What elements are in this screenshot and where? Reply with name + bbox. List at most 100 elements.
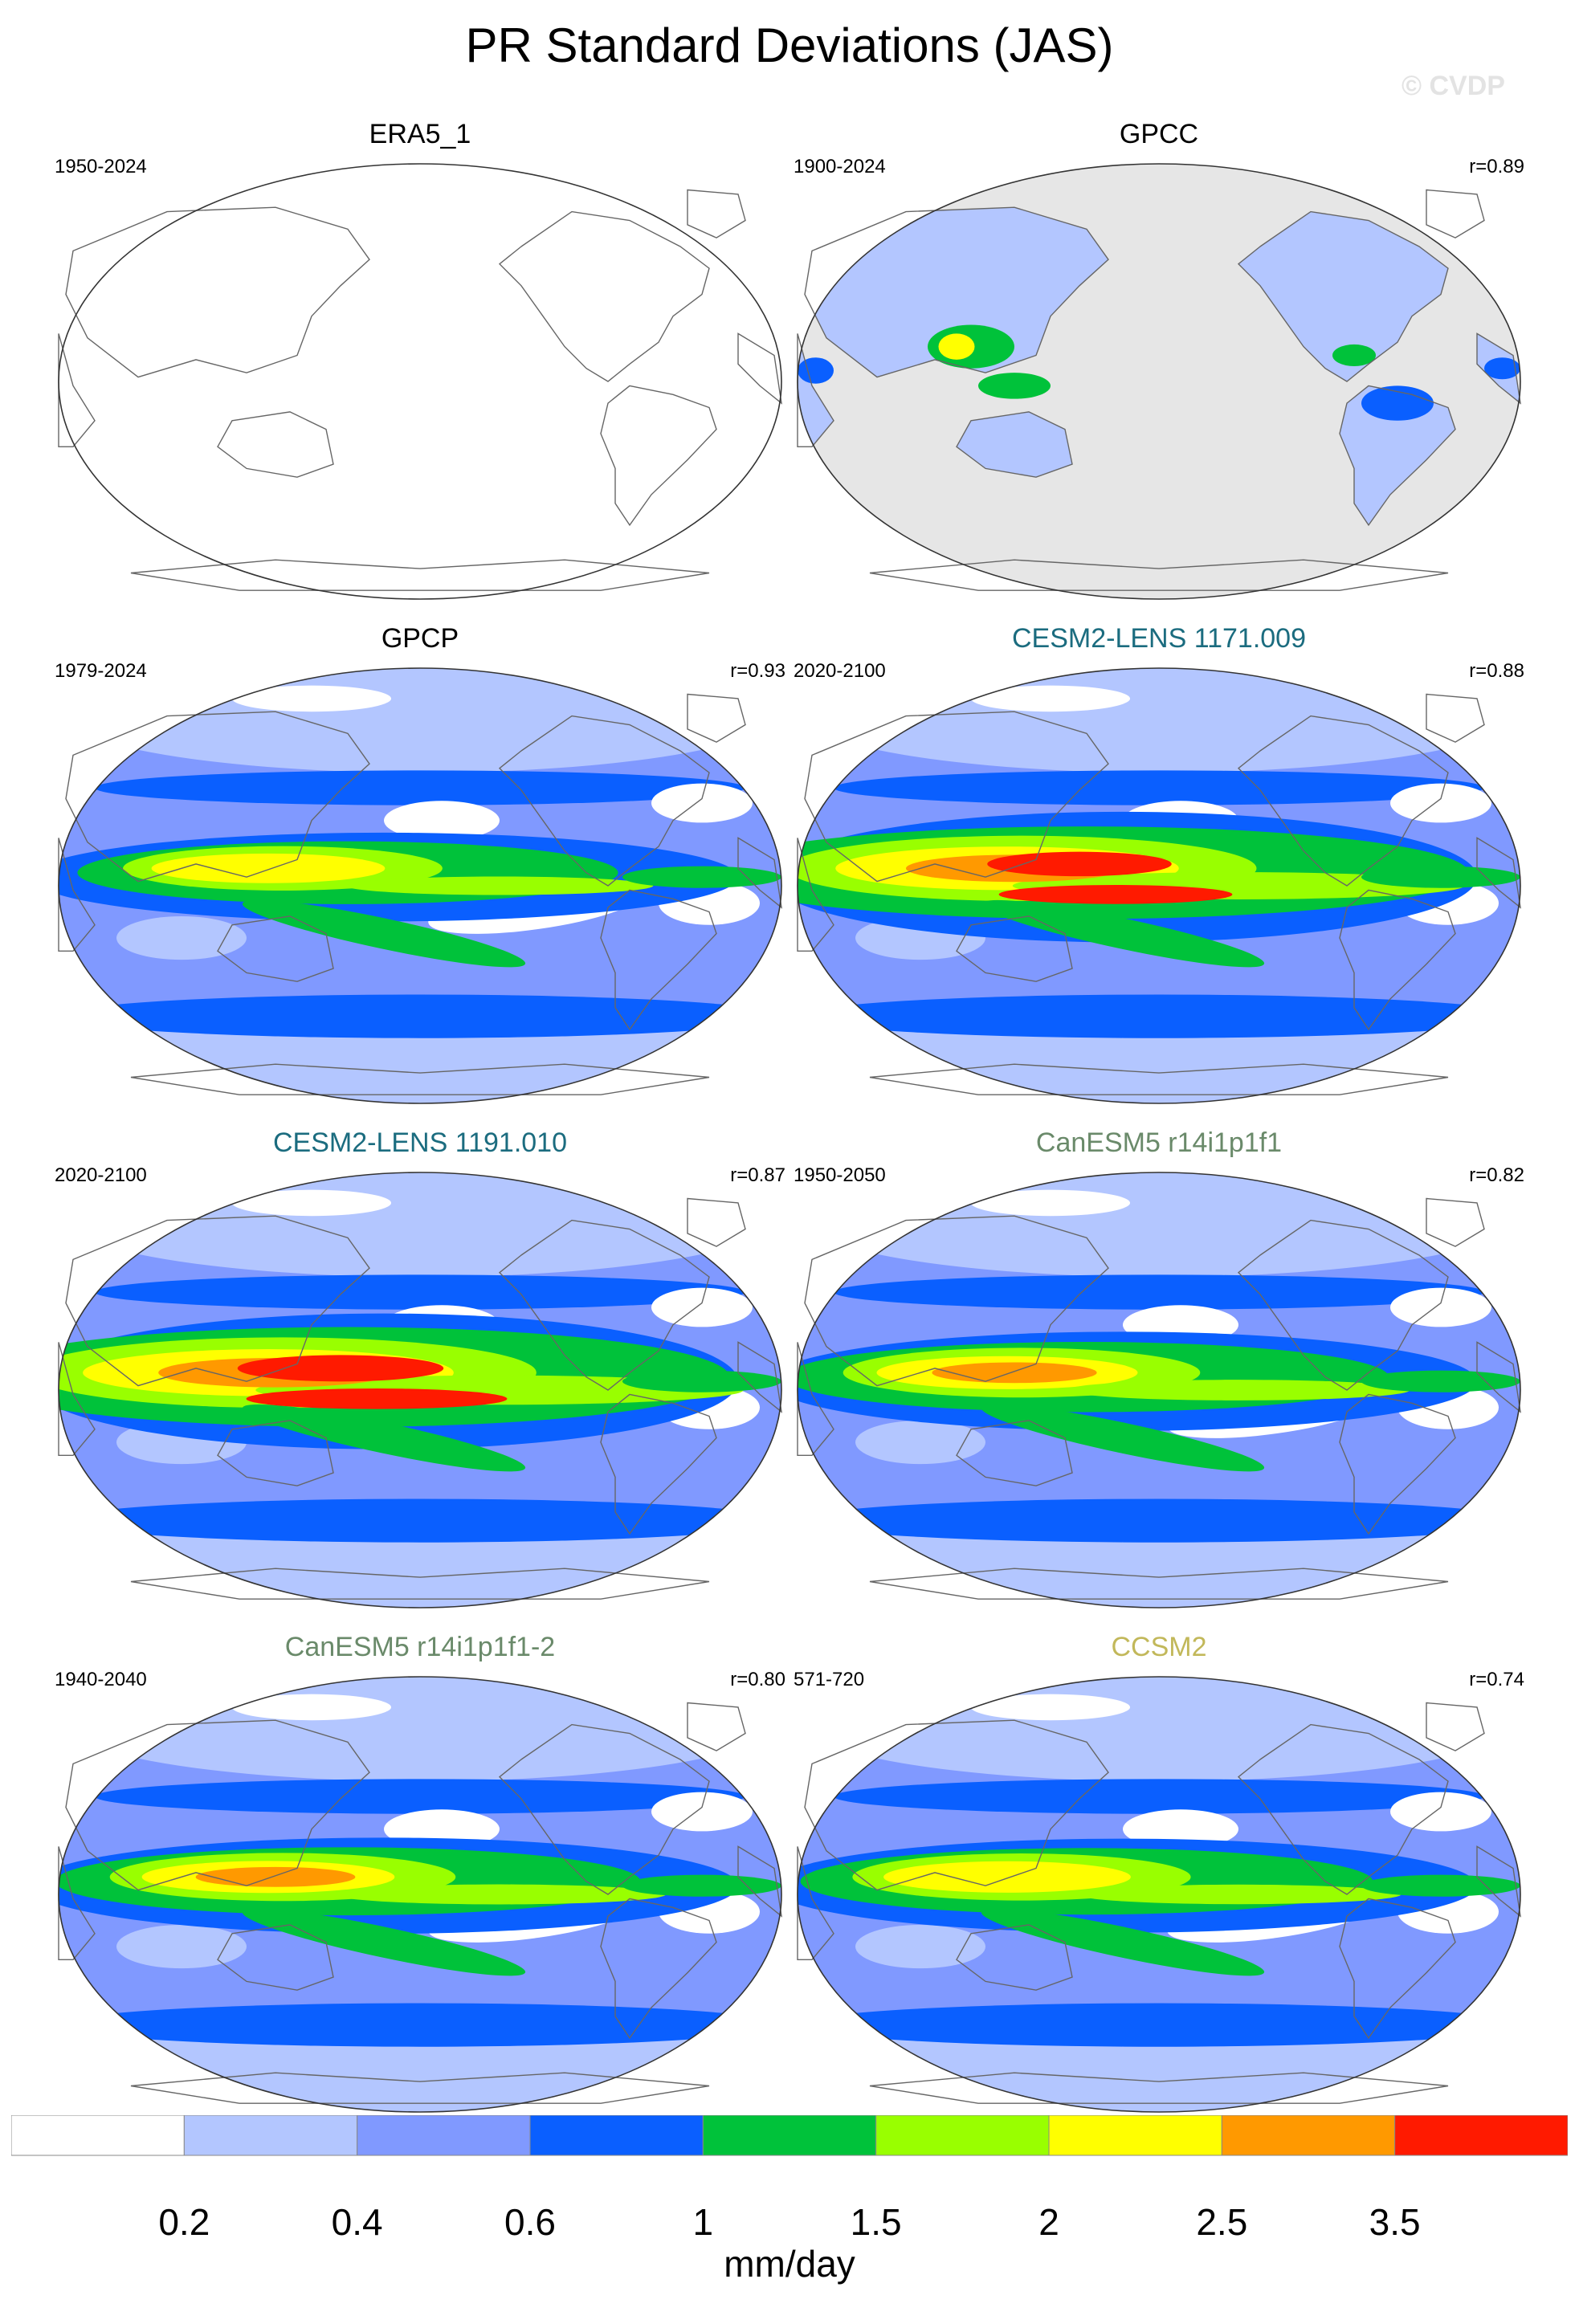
colorbar-tick-label: 2.5 xyxy=(1196,2201,1248,2243)
core-red-2 xyxy=(246,1388,508,1409)
core-red-1 xyxy=(987,851,1172,877)
world-map xyxy=(58,1172,782,1608)
coastline-africa-west xyxy=(58,333,96,447)
northern-storm-band xyxy=(95,770,745,805)
coastline-eurasia xyxy=(65,206,370,378)
map-panel: ERA5_1 1950-2024 xyxy=(55,119,785,600)
coastline-africa-east xyxy=(1476,1845,1521,1918)
map-panel: CanESM5 r14i1p1f1 1950-2050 r=0.82 xyxy=(794,1127,1524,1608)
coastline-africa-west xyxy=(58,838,96,952)
colorbar-box xyxy=(1048,2115,1222,2156)
indian-ocean-dry xyxy=(116,1924,247,1969)
coastline-greenland xyxy=(1426,189,1485,239)
north-atlantic-dry xyxy=(651,783,753,823)
coastline-australia xyxy=(956,1924,1073,1991)
panel-years: 1900-2024 xyxy=(794,156,886,177)
coastline-greenland xyxy=(687,693,746,743)
north-atlantic-dry xyxy=(1390,1287,1491,1327)
map-panel: GPCC 1900-2024 r=0.89 xyxy=(794,119,1524,600)
panel-years: 1950-2024 xyxy=(55,156,147,177)
coastline-africa-east xyxy=(1476,837,1521,909)
land-north-america xyxy=(1238,211,1448,381)
north-atlantic-dry xyxy=(651,1792,753,1832)
map-border xyxy=(58,163,782,600)
northern-band xyxy=(59,1172,781,1278)
coastline-eurasia xyxy=(804,1215,1109,1387)
southern-deep-band xyxy=(59,1498,781,1543)
coastline-eurasia xyxy=(804,711,1109,883)
east-pacific-itcz xyxy=(1075,1884,1402,1905)
panel-title: GPCC xyxy=(1119,119,1199,149)
coastline-africa-east xyxy=(737,1341,782,1413)
coastline-africa-west xyxy=(58,1342,96,1456)
panel-title: CanESM5 r14i1p1f1 xyxy=(1035,1127,1283,1158)
coastline-australia xyxy=(217,1420,334,1486)
nh-polar-dry xyxy=(971,1694,1130,1721)
coastline-eurasia xyxy=(65,1215,370,1387)
spcz-green xyxy=(242,1404,526,1472)
panel-title: GPCP xyxy=(381,623,459,654)
nh-polar-dry xyxy=(232,1694,391,1721)
southern-deep-band xyxy=(798,1498,1520,1543)
colorbar-box xyxy=(529,2115,704,2156)
southern-deep-band xyxy=(59,2003,781,2047)
panel-correlation: r=0.82 xyxy=(1469,1164,1524,1186)
coastlines xyxy=(797,189,1521,591)
map-border xyxy=(797,1172,1521,1608)
colorbar-box xyxy=(875,2115,1050,2156)
north-atlantic-dry xyxy=(651,1287,753,1327)
watermark: © CVDP xyxy=(1402,71,1505,101)
colorbar-units: mm/day xyxy=(724,2243,855,2285)
atlantic-itcz xyxy=(1361,1874,1520,1897)
colorbar-box xyxy=(1394,2115,1568,2156)
panel-correlation: r=0.89 xyxy=(1469,156,1524,177)
east-pacific-itcz xyxy=(345,876,654,895)
coastline-africa-east xyxy=(1476,1341,1521,1413)
coastline-eurasia xyxy=(65,1719,370,1891)
coastline-antarctica xyxy=(130,1063,710,1095)
coastline-australia xyxy=(956,915,1073,982)
panel-correlation: r=0.88 xyxy=(1469,660,1524,682)
atlantic-itcz xyxy=(1361,866,1520,888)
colorbar-tick-label: 0.6 xyxy=(504,2201,556,2243)
colorbar-box xyxy=(702,2115,877,2156)
colorbar xyxy=(11,2115,1568,2156)
coastline-eurasia xyxy=(65,711,370,883)
coastline-south-america xyxy=(600,1898,717,2040)
northern-storm-band xyxy=(95,1274,745,1310)
map-border xyxy=(58,667,782,1104)
atlantic-itcz xyxy=(622,1370,781,1392)
map-fill xyxy=(798,1172,1520,1608)
ne-pacific-dry xyxy=(384,801,500,841)
map-panel: GPCP 1979-2024 r=0.93 xyxy=(55,623,785,1104)
north-atlantic-dry xyxy=(1390,1792,1491,1832)
coastline-south-america xyxy=(600,385,717,527)
world-map xyxy=(797,1676,1521,2113)
land-eurasia xyxy=(805,207,1108,377)
map-border xyxy=(797,1676,1521,2113)
colorbar-box xyxy=(1221,2115,1396,2156)
coastline-antarctica xyxy=(869,559,1449,591)
coastlines xyxy=(797,1197,1521,1600)
colorbar-box xyxy=(183,2115,358,2156)
map-border xyxy=(58,1172,782,1608)
colorbar-tick-label: 0.2 xyxy=(158,2201,210,2243)
colorbar-tick-label: 1.5 xyxy=(850,2201,902,2243)
coastline-antarctica xyxy=(869,1063,1449,1095)
panel-correlation: r=0.80 xyxy=(730,1669,785,1690)
world-map xyxy=(797,667,1521,1104)
coastline-greenland xyxy=(1426,693,1485,743)
southern-deep-band xyxy=(59,994,781,1038)
coastline-greenland xyxy=(687,1197,746,1247)
warm-pool-orange xyxy=(195,1866,356,1887)
map-fill xyxy=(798,668,1520,1103)
coastline-africa-east xyxy=(1476,332,1521,405)
spcz-green xyxy=(242,1908,526,1976)
coastline-eurasia xyxy=(804,1719,1109,1891)
northern-storm-band xyxy=(95,1779,745,1814)
coastline-australia xyxy=(956,411,1073,478)
coastline-australia xyxy=(956,1420,1073,1486)
panel-title: ERA5_1 xyxy=(369,119,471,149)
southern-deep-band xyxy=(798,2003,1520,2047)
coastline-south-america xyxy=(1339,385,1456,527)
